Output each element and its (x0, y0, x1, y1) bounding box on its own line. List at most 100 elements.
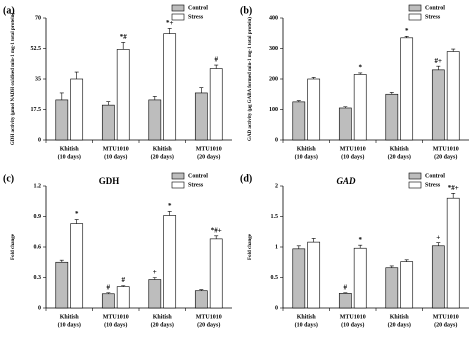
y-tick-label: 2 (275, 183, 278, 189)
error-bar (214, 64, 219, 69)
bar (446, 197, 460, 309)
significance-label: # (344, 283, 348, 291)
x-tick-label: MTU1010 (340, 146, 366, 152)
y-tick-label: 300 (269, 46, 278, 52)
y-axis-label: GDH activity (µmol NADH oxidised min-1 m… (11, 13, 16, 146)
x-tick-label: MTU1010 (433, 146, 459, 152)
y-tick-label: 0 (38, 137, 41, 143)
bar (194, 290, 208, 309)
legend-label: Stress (188, 182, 204, 188)
error-bar (167, 211, 172, 216)
x-tick-label: Khitish (60, 146, 80, 152)
error-bar (152, 96, 157, 100)
bar (116, 49, 130, 141)
x-tick-label: Khitish (297, 146, 317, 152)
bar (209, 238, 223, 309)
y-axis-label: Fold change (11, 233, 16, 260)
legend-label: Stress (425, 182, 441, 188)
bar (400, 261, 414, 309)
bar (338, 107, 352, 141)
x-tick-label: (10 days) (295, 153, 318, 160)
significance-label: * (168, 202, 172, 210)
error-bar (311, 77, 316, 79)
panel-title: GDH (99, 176, 120, 186)
legend-label: Control (188, 173, 208, 179)
x-tick-label: MTU1010 (103, 146, 129, 152)
y-tick-label: 35 (35, 76, 41, 82)
x-tick-label: (10 days) (341, 321, 364, 328)
significance-label: *#+ (448, 184, 459, 192)
bar (338, 293, 352, 309)
error-bar (451, 193, 456, 199)
x-tick-label: Khitish (390, 314, 410, 320)
x-tick-label: MTU1010 (340, 314, 366, 320)
error-bar (106, 101, 111, 106)
bar (148, 99, 162, 141)
legend-label: Stress (188, 14, 204, 20)
y-tick-label: 1.5 (271, 214, 279, 220)
bar (400, 37, 414, 141)
bar (148, 279, 162, 309)
bar (431, 69, 445, 141)
error-bar (121, 42, 126, 50)
x-tick-label: Khitish (153, 146, 173, 152)
significance-label: + (436, 233, 440, 241)
y-tick-label: 400 (269, 15, 278, 21)
error-bar (199, 289, 204, 291)
bar (70, 78, 84, 141)
error-bar (167, 28, 172, 34)
bar (292, 248, 306, 309)
legend-swatch (171, 13, 185, 21)
error-bar (436, 242, 441, 246)
significance-label: *# (120, 33, 128, 41)
x-tick-label: (10 days) (58, 153, 81, 160)
legend-swatch (171, 4, 185, 12)
bar (353, 74, 367, 141)
x-tick-label: (20 days) (151, 321, 174, 328)
y-tick-label: 52.5 (31, 46, 42, 52)
error-bar (358, 72, 363, 75)
bar (307, 241, 321, 309)
y-tick-label: 17.5 (31, 107, 42, 113)
error-bar (296, 245, 301, 249)
error-bar (358, 244, 363, 249)
significance-label: * (358, 64, 362, 72)
significance-label: *#+ (211, 226, 222, 234)
bar (163, 33, 177, 141)
error-bar (152, 277, 157, 280)
y-tick-label: 0 (38, 305, 41, 311)
y-axis-label: Fold change (248, 233, 253, 260)
legend-swatch (408, 4, 422, 12)
legend-label: Control (425, 5, 445, 11)
panel-label: (a) (3, 5, 15, 16)
x-tick-label: (20 days) (151, 153, 174, 160)
y-tick-label: 0 (275, 137, 278, 143)
bar (70, 223, 84, 309)
significance-label: # (214, 56, 218, 64)
error-bar (451, 48, 456, 52)
x-tick-label: MTU1010 (103, 314, 129, 320)
panel-label: (d) (240, 173, 252, 184)
legend-swatch (171, 172, 185, 180)
error-bar (311, 238, 316, 243)
x-tick-label: Khitish (390, 146, 410, 152)
bar (385, 267, 399, 309)
y-tick-label: 0.3 (34, 275, 42, 281)
legend-label: Control (425, 173, 445, 179)
x-tick-label: (10 days) (104, 321, 127, 328)
x-tick-label: (20 days) (434, 153, 457, 160)
x-tick-label: Khitish (297, 314, 317, 320)
error-bar (436, 65, 441, 70)
significance-label: * (405, 27, 409, 35)
y-tick-label: 1 (275, 244, 278, 250)
significance-label: # (121, 276, 125, 284)
y-tick-label: 0 (275, 305, 278, 311)
error-bar (106, 292, 111, 294)
bar (431, 245, 445, 309)
x-tick-label: Khitish (60, 314, 80, 320)
panel-title: GAD (336, 176, 356, 186)
error-bar (74, 219, 79, 224)
y-tick-label: 1.2 (34, 183, 42, 189)
legend-label: Stress (425, 14, 441, 20)
